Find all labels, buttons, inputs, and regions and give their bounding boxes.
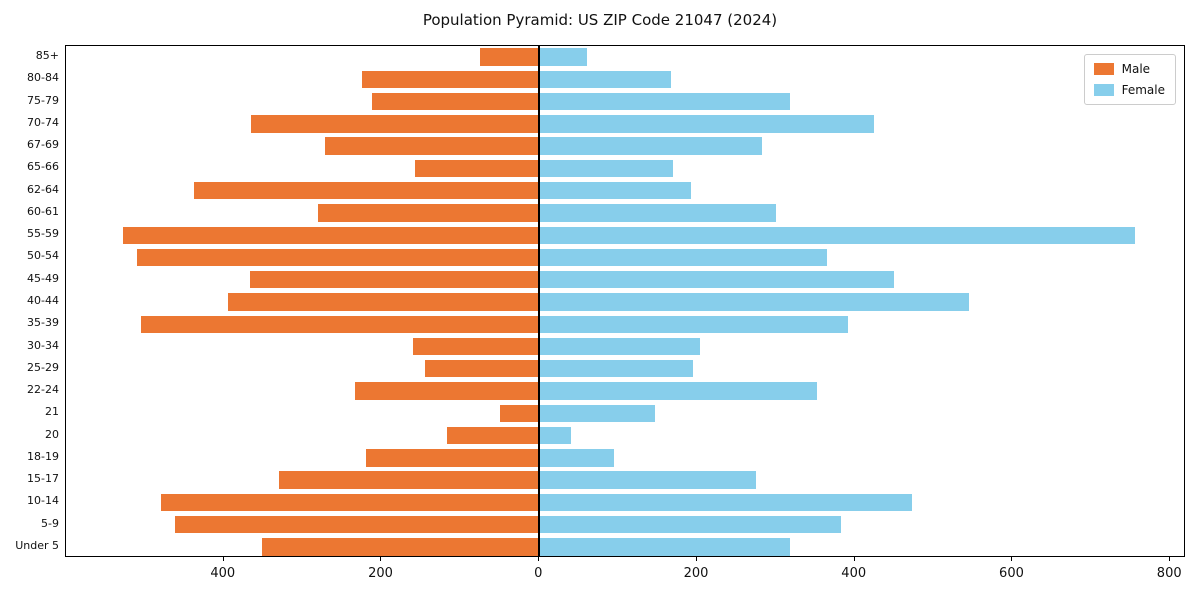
y-axis-label: 20	[45, 427, 59, 441]
y-axis-label: 67-69	[27, 138, 59, 152]
bar-female-67-69	[539, 137, 762, 155]
bar-male-80-84	[361, 70, 540, 89]
bar-female-20	[539, 426, 571, 445]
bar-male-18-19	[365, 449, 540, 467]
bar-male-55-59	[122, 226, 540, 244]
bar-male-70-74	[251, 115, 540, 133]
y-axis-label: Under 5	[15, 538, 59, 552]
legend-swatch-female-icon	[1093, 84, 1114, 96]
x-axis-tick-mark	[1169, 557, 1171, 561]
bar-male-50-54	[136, 248, 540, 267]
x-axis-tick-mark	[695, 557, 697, 561]
y-axis-label: 10-14	[27, 494, 59, 508]
zero-axis-line	[538, 46, 540, 556]
bar-female-70-74	[539, 115, 875, 133]
bar-female-5-9	[539, 515, 841, 534]
x-axis-tick-mark	[853, 557, 855, 561]
x-axis-tick-label: 600	[999, 566, 1024, 581]
legend-label-female: Female	[1121, 83, 1165, 97]
bar-male-15-17	[278, 471, 540, 489]
bar-female-10-14	[539, 493, 913, 512]
y-axis-label: 25-29	[27, 360, 59, 374]
bar-male-20	[446, 426, 540, 445]
x-axis-tick-mark	[538, 557, 540, 561]
bar-male-40-44	[228, 293, 540, 311]
y-axis-label: 65-66	[27, 160, 59, 174]
bar-male-10-14	[160, 493, 540, 512]
y-axis-label: 62-64	[27, 182, 59, 196]
y-axis-label: 50-54	[27, 249, 59, 263]
y-axis-label: 70-74	[27, 115, 59, 129]
x-axis-tick-mark	[222, 557, 224, 561]
bar-female-55-59	[539, 226, 1135, 244]
legend: Male Female	[1083, 54, 1176, 105]
x-axis-tick-label: 200	[368, 566, 393, 581]
y-axis-label: 30-34	[27, 338, 59, 352]
bar-female-15-17	[539, 471, 757, 489]
bar-male-Under 5	[261, 538, 540, 556]
bar-female-Under 5	[539, 538, 791, 556]
bar-female-30-34	[539, 337, 701, 356]
x-axis-tick-mark	[1011, 557, 1013, 561]
y-axis-label: 75-79	[27, 93, 59, 107]
x-axis-tick-label: 400	[210, 566, 236, 581]
bar-male-25-29	[424, 360, 540, 378]
plot-area: Male Female	[65, 45, 1185, 557]
bar-female-62-64	[539, 182, 691, 200]
y-axis-label: 85+	[35, 49, 59, 63]
bar-male-65-66	[415, 159, 540, 178]
y-axis-label: 45-49	[27, 271, 59, 285]
y-axis-label: 35-39	[27, 316, 59, 330]
bar-female-25-29	[539, 360, 694, 378]
y-axis-label: 80-84	[27, 71, 59, 85]
x-axis-tick-label: 200	[683, 566, 709, 581]
bar-male-22-24	[355, 382, 540, 400]
x-axis-tick-label: 800	[1156, 566, 1182, 581]
y-axis-label: 15-17	[27, 472, 59, 486]
bar-male-85+	[480, 48, 540, 66]
bar-male-75-79	[372, 92, 540, 111]
bar-male-35-39	[140, 315, 540, 333]
bar-male-5-9	[174, 515, 540, 534]
legend-swatch-male-icon	[1093, 63, 1114, 75]
bar-female-40-44	[539, 293, 970, 311]
bar-female-75-79	[539, 92, 791, 111]
bar-male-30-34	[413, 337, 540, 356]
bar-female-18-19	[539, 449, 615, 467]
bar-male-62-64	[193, 182, 540, 200]
bar-female-60-61	[539, 204, 776, 222]
y-axis-label: 40-44	[27, 294, 59, 307]
bar-female-45-49	[539, 271, 895, 289]
y-axis-label: 60-61	[27, 204, 59, 218]
y-axis-label: 21	[45, 405, 59, 419]
bar-female-80-84	[539, 70, 671, 89]
bar-female-65-66	[539, 159, 674, 178]
x-axis-tick-label: 0	[534, 566, 543, 581]
bar-male-45-49	[249, 271, 540, 289]
bar-female-35-39	[539, 315, 849, 333]
bar-female-50-54	[539, 248, 828, 267]
chart-title: Population Pyramid: US ZIP Code 21047 (2…	[422, 11, 778, 29]
bar-male-60-61	[318, 204, 540, 222]
legend-item-male: Male	[1093, 62, 1165, 76]
legend-item-female: Female	[1093, 83, 1165, 97]
legend-label-male: Male	[1121, 62, 1151, 76]
y-axis-label: 5-9	[41, 516, 59, 530]
bar-female-21	[539, 404, 656, 422]
bar-male-67-69	[324, 137, 540, 155]
bar-male-21	[499, 404, 540, 422]
bar-female-22-24	[539, 382, 817, 400]
y-axis-label: 22-24	[27, 383, 59, 397]
x-axis-tick-label: 400	[841, 566, 867, 581]
bar-female-85+	[539, 48, 587, 66]
x-axis-tick-mark	[380, 557, 382, 561]
y-axis-label: 18-19	[27, 449, 59, 463]
y-axis-label: 55-59	[27, 227, 59, 241]
